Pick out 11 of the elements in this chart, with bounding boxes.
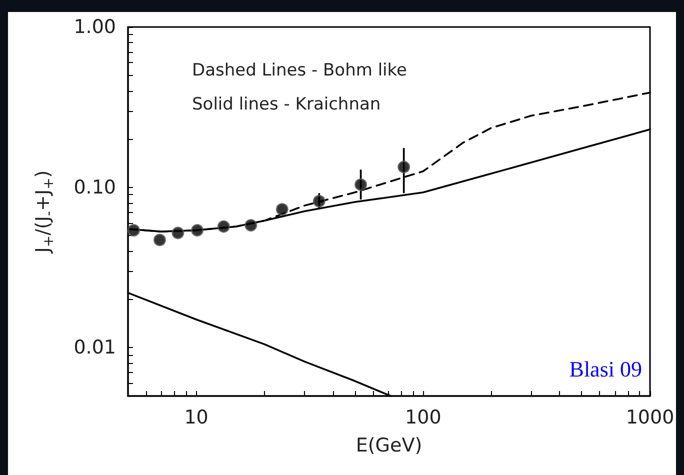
x-tick-label: 1000 [626,406,674,428]
annotation: Blasi 09 [569,356,642,382]
annotation: Dashed Lines - Bohm like [192,60,407,80]
y-tick-label: 0.10 [74,176,116,198]
x-tick-label: 10 [184,406,208,428]
y-tick-label: 0.01 [74,336,116,359]
x-axis-title: E(GeV) [356,434,422,456]
x-tick-label: 100 [405,406,442,428]
annotation: Solid lines - Kraichnan [192,94,381,114]
y-axis-title: J+/(J-+J+) [32,170,57,254]
y-tick-label: 1.00 [74,16,116,38]
